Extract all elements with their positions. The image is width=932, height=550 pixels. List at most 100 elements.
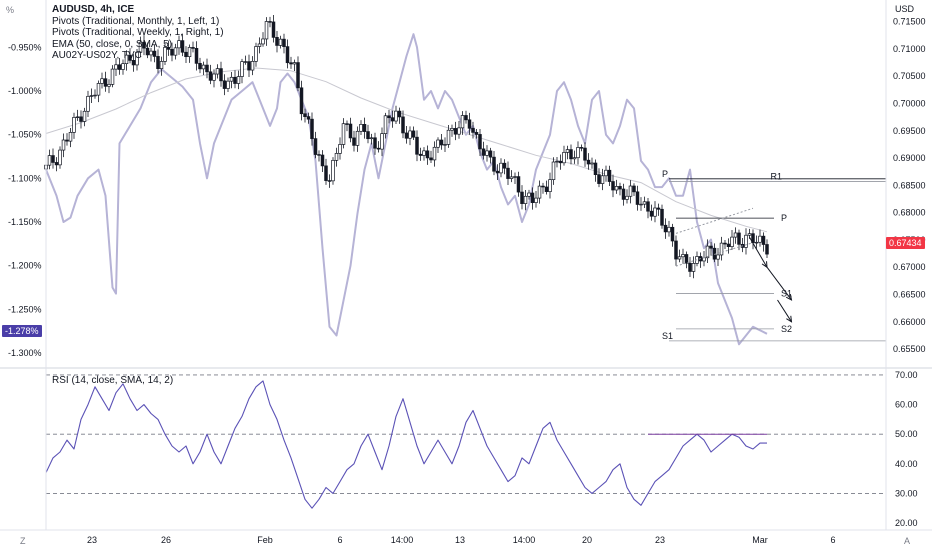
candle-body (499, 162, 503, 174)
candle-body (110, 68, 115, 85)
spread-tick-label: -1.250% (8, 304, 42, 314)
candle-body (177, 40, 181, 49)
time-tick-label: 14:00 (513, 535, 536, 545)
candle-body (366, 131, 370, 140)
candle-body (471, 127, 475, 133)
candle-body (103, 78, 108, 87)
price-tick-label: 0.71000 (893, 44, 926, 54)
price-tick-label: 0.68500 (893, 180, 926, 190)
candle-body (373, 137, 377, 149)
candle-body (58, 149, 62, 166)
price-tick-label: 0.66000 (893, 317, 926, 327)
candle-body (313, 138, 318, 155)
candle-body (502, 162, 507, 169)
candle-body (166, 47, 171, 50)
auto-scale-icon[interactable]: A (904, 536, 911, 546)
time-tick-label: 23 (655, 535, 665, 545)
candle-body (737, 232, 741, 245)
candle-body (590, 162, 594, 165)
price-tick-label: 0.65500 (893, 344, 926, 354)
candle-body (93, 94, 97, 97)
rsi-line (45, 380, 767, 509)
candle-body (677, 256, 682, 260)
candle-body (275, 37, 279, 46)
candle-body (632, 185, 636, 193)
candle-body (422, 150, 426, 156)
candle-body (145, 47, 150, 56)
ema-line (45, 67, 768, 233)
candle-body (646, 201, 650, 212)
candle-body (173, 47, 178, 56)
candle-body (709, 245, 713, 249)
candle-body (544, 186, 549, 192)
candle-body (303, 113, 307, 117)
candle-body (257, 43, 262, 47)
candle-body (208, 71, 213, 81)
price-tick-label: 0.66500 (893, 290, 926, 300)
candle-body (243, 61, 248, 63)
candle-body (240, 61, 244, 77)
candle-body (506, 167, 510, 179)
candle-body (478, 134, 482, 150)
price-series (44, 15, 769, 279)
candle-body (117, 64, 122, 70)
candle-body (716, 254, 720, 260)
pivot-label: P (662, 169, 668, 179)
candle-body (432, 146, 437, 161)
main-legend: AUDUSD, 4h, ICE Pivots (Traditional, Mon… (52, 4, 224, 62)
candle-body (464, 115, 468, 121)
candle-body (684, 254, 689, 264)
candle-body (194, 48, 199, 64)
candle-body (418, 153, 423, 156)
candle-body (107, 84, 111, 87)
symbol-title[interactable]: AUDUSD, 4h, ICE (52, 4, 135, 15)
candle-body (600, 175, 605, 184)
pennant-trendline (675, 242, 754, 267)
candle-body (446, 129, 451, 145)
candle-body (485, 150, 489, 156)
candle-body (114, 64, 118, 70)
rsi-tick-label: 20.00 (895, 518, 918, 528)
candle-body (583, 147, 587, 161)
candle-body (565, 149, 570, 153)
candle-body (579, 147, 584, 149)
timezone-icon[interactable]: Z (20, 536, 26, 546)
candle-body (229, 76, 234, 82)
candle-body (558, 160, 563, 164)
candle-body (124, 54, 129, 64)
candle-body (152, 50, 157, 57)
candle-body (72, 117, 76, 133)
candle-body (747, 233, 752, 236)
candle-body (135, 51, 139, 66)
candle-body (527, 192, 531, 197)
pivot-lines: PR1PS1S2S1 (662, 169, 886, 342)
candle-body (744, 234, 748, 248)
candle-body (236, 76, 241, 84)
candle-body (649, 210, 654, 217)
legend-item-spread[interactable]: AU02Y-US02Y, TVC (52, 50, 142, 61)
candle-body (51, 155, 55, 163)
spread-tick-label: -1.200% (8, 261, 42, 271)
candle-body (415, 136, 419, 155)
candle-body (625, 195, 629, 200)
candle-body (331, 159, 335, 182)
candle-body (317, 154, 321, 156)
candle-body (674, 240, 678, 260)
candle-body (348, 123, 353, 139)
pivot-label: P (781, 213, 787, 223)
candle-body (320, 154, 325, 167)
time-tick-label: 6 (830, 535, 835, 545)
projection-arrow (777, 299, 792, 323)
candle-body (730, 236, 734, 247)
legend-item-ema[interactable]: EMA (50, close, 0, SMA, 5) (52, 38, 173, 50)
candle-body (247, 61, 251, 71)
candle-body (359, 124, 363, 132)
legend-item-weekly-pivots[interactable]: Pivots (Traditional, Weekly, 1, Right, 1… (52, 27, 224, 38)
legend-item-monthly-pivots[interactable]: Pivots (Traditional, Monthly, 1, Left, 1… (52, 15, 220, 27)
rsi-legend[interactable]: RSI (14, close, SMA, 14, 2) (52, 375, 174, 386)
candle-body (180, 40, 185, 53)
candle-body (621, 188, 626, 200)
price-tick-label: 0.70500 (893, 71, 926, 81)
